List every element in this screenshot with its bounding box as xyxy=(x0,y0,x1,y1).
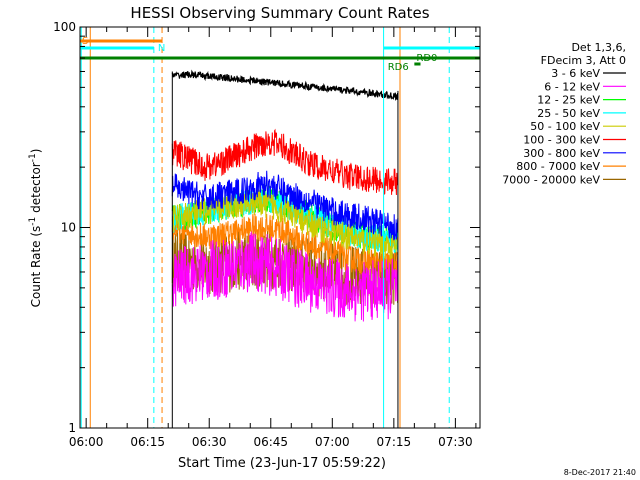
legend-label-7: 800 - 7000 keV xyxy=(516,160,600,173)
flag-label-rd6: RD6 xyxy=(388,62,409,73)
series-line-0 xyxy=(171,69,399,102)
legend-label-6: 300 - 800 keV xyxy=(523,147,600,160)
legend-label-4: 50 - 100 keV xyxy=(530,120,600,133)
chart-title: HESSI Observing Summary Count Rates xyxy=(130,4,429,22)
x-axis-label: Start Time (23-Jun-17 05:59:22) xyxy=(178,456,386,471)
series-line-4 xyxy=(171,188,399,260)
series-line-1 xyxy=(171,230,399,322)
y-tick-label-0: 1 xyxy=(68,421,76,435)
series-line-7 xyxy=(171,213,399,278)
legend-label-0: 3 - 6 keV xyxy=(551,67,600,80)
x-tick-label-4: 07:00 xyxy=(315,435,350,449)
axes: 1 10 100 06:00 06:15 06:30 06:45 07:00 07:15 07:3… xyxy=(53,20,481,449)
series-line-6 xyxy=(171,170,399,241)
legend-label-8: 7000 - 20000 keV xyxy=(502,173,600,186)
flag-label-s: S xyxy=(82,36,88,47)
y-axis-label-sup2: -1 xyxy=(28,153,38,162)
y-axis-label-sup1: -1 xyxy=(28,217,38,226)
generation-timestamp: 8-Dec-2017 21:40 xyxy=(564,468,636,477)
legend-header-line-2: FDecim 3, Att 0 xyxy=(541,54,626,67)
y-axis-label-main: Count Rate (s xyxy=(29,226,43,308)
legend-header-line-1: Det 1,3,6, xyxy=(571,41,626,54)
y-tick-label-2: 100 xyxy=(53,20,76,34)
y-tick-label-1: 10 xyxy=(61,221,76,235)
legend-label-3: 25 - 50 keV xyxy=(537,107,600,120)
y-axis-label-end: ) xyxy=(29,149,43,154)
x-tick-label-0: 06:00 xyxy=(69,435,104,449)
legend-label-1: 6 - 12 keV xyxy=(544,80,600,93)
x-tick-label-2: 06:30 xyxy=(192,435,227,449)
x-tick-label-6: 07:30 xyxy=(438,435,473,449)
x-tick-label-5: 07:15 xyxy=(377,435,412,449)
plot-area: S N RD0 RD6 xyxy=(80,27,480,428)
y-axis-label-mid: detector xyxy=(29,162,43,217)
y-axis-label: Count Rate (s-1 detector-1) xyxy=(28,149,43,308)
legend-label-5: 100 - 300 keV xyxy=(523,134,600,147)
series-line-5 xyxy=(171,128,399,196)
x-tick-label-1: 06:15 xyxy=(130,435,165,449)
x-tick-label-3: 06:45 xyxy=(253,435,288,449)
flag-label-n: N xyxy=(158,43,165,54)
legend-label-2: 12 - 25 keV xyxy=(537,94,600,107)
flag-label-rd0: RD0 xyxy=(416,53,437,64)
